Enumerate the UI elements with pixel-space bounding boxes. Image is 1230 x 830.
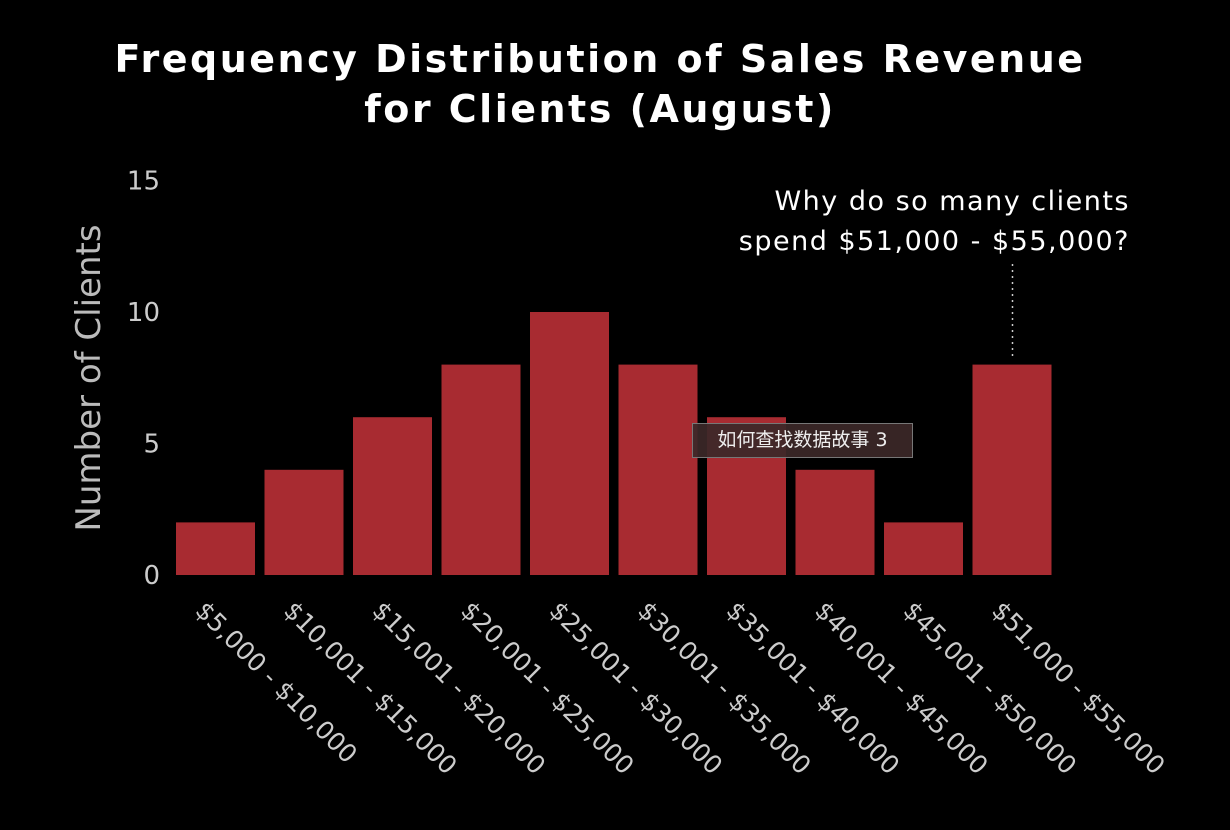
bar[interactable] — [795, 469, 875, 575]
x-tick-label: $15,001 - $20,000 — [367, 596, 551, 780]
x-tick-label: $25,001 - $30,000 — [544, 596, 728, 780]
title-line-1: Frequency Distribution of Sales Revenue — [114, 37, 1086, 81]
y-axis-label: Number of Clients — [69, 224, 109, 531]
y-tick-label: 10 — [127, 298, 160, 328]
x-tick-label: $10,001 - $15,000 — [278, 596, 462, 780]
x-tick-label: $51,000 - $55,000 — [986, 596, 1170, 780]
bar[interactable] — [264, 469, 344, 575]
bar[interactable] — [441, 364, 521, 575]
tooltip: 如何查找数据故事 3 — [692, 423, 913, 458]
bar[interactable] — [972, 364, 1052, 575]
annotation-line-2: spend $51,000 - $55,000? — [739, 226, 1130, 257]
y-tick-label: 15 — [127, 167, 160, 197]
x-tick-label: $35,001 - $40,000 — [721, 596, 905, 780]
title-line-2: for Clients (August) — [364, 87, 836, 131]
x-tick-label: $40,001 - $45,000 — [809, 596, 993, 780]
x-tick-label: $20,001 - $25,000 — [455, 596, 639, 780]
bar[interactable] — [530, 312, 609, 575]
bar[interactable] — [618, 364, 698, 575]
chart-title: Frequency Distribution of Sales Revenue … — [0, 34, 1200, 134]
x-tick-label: $5,000 - $10,000 — [190, 596, 363, 769]
annotation-line-1: Why do so many clients — [774, 186, 1130, 217]
bar[interactable] — [884, 522, 963, 575]
y-tick-label: 5 — [143, 430, 160, 460]
bar[interactable] — [176, 522, 255, 575]
x-tick-label: $45,001 - $50,000 — [898, 596, 1082, 780]
x-tick-label: $30,001 - $35,000 — [632, 596, 816, 780]
bar[interactable] — [353, 417, 432, 575]
y-tick-label: 0 — [143, 561, 160, 591]
